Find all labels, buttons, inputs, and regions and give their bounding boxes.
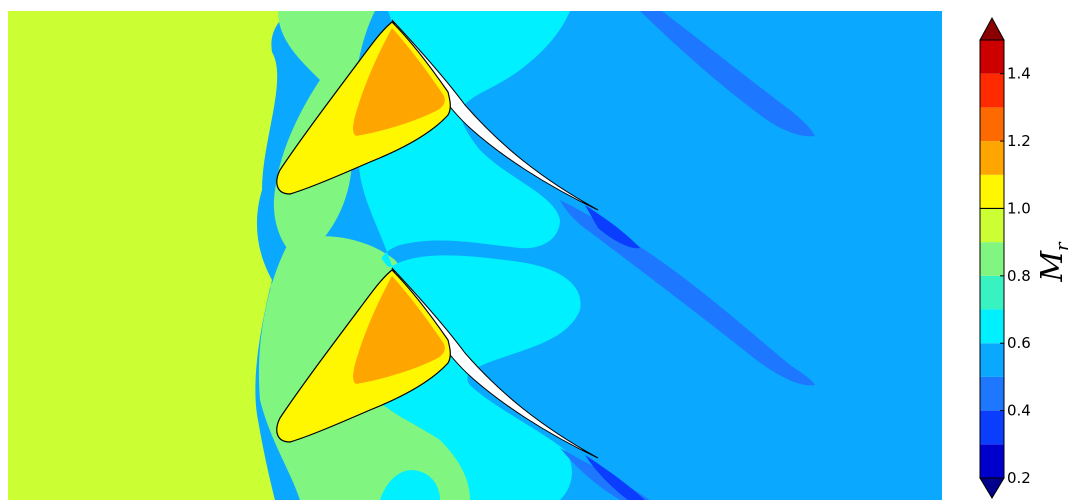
colorbar-tick-label: 1.2	[1007, 132, 1031, 150]
wake-core-upper	[585, 205, 640, 249]
colorbar-level-0.4	[980, 376, 1004, 411]
colorbar-label: Mr	[1035, 241, 1069, 283]
upstream-bulge-lower	[270, 248, 392, 360]
supersonic-core-lower	[353, 276, 445, 384]
contour-plot-area	[8, 11, 942, 500]
colorbar: 0.2 0.4 0.6 0.8 1.0 1.2 1.4 Mr	[979, 16, 1069, 499]
colorbar-level-0.5	[980, 343, 1004, 377]
colorbar-level-1.4	[980, 40, 1004, 74]
supersonic-core-upper	[353, 28, 445, 136]
colorbar-tick-label: 0.8	[1007, 267, 1031, 285]
colorbar-extend-min	[979, 477, 1005, 499]
colorbar-level-1.2	[980, 107, 1004, 142]
wake-streak-mid	[560, 200, 815, 386]
colorbar-level-0.6	[980, 309, 1004, 344]
colorbar-level-0.9	[980, 208, 1004, 243]
colorbar-level-0.2	[980, 444, 1004, 478]
colorbar-outline	[979, 39, 1005, 479]
colorbar-tick-label: 1.0	[1007, 199, 1031, 217]
colorbar-tick-label: 1.4	[1007, 65, 1031, 83]
wake-streak-upper-dark	[640, 11, 815, 137]
upstream-region	[8, 11, 290, 500]
colorbar-level-0.3	[980, 410, 1004, 445]
colorbar-tick-label: 0.2	[1007, 469, 1031, 487]
colorbar-level-1.3	[980, 73, 1004, 108]
colorbar-level-1.1	[980, 141, 1004, 175]
colorbar-level-1.0	[980, 174, 1004, 209]
colorbar-tick-label: 0.4	[1007, 402, 1031, 420]
passage-region-bottom	[380, 470, 440, 500]
colorbar-tick-label: 0.6	[1007, 334, 1031, 352]
colorbar-level-0.7	[980, 275, 1004, 310]
colorbar-extend-max	[979, 16, 1005, 41]
colorbar-level-0.8	[980, 242, 1004, 276]
wake-core-lower	[585, 455, 645, 500]
